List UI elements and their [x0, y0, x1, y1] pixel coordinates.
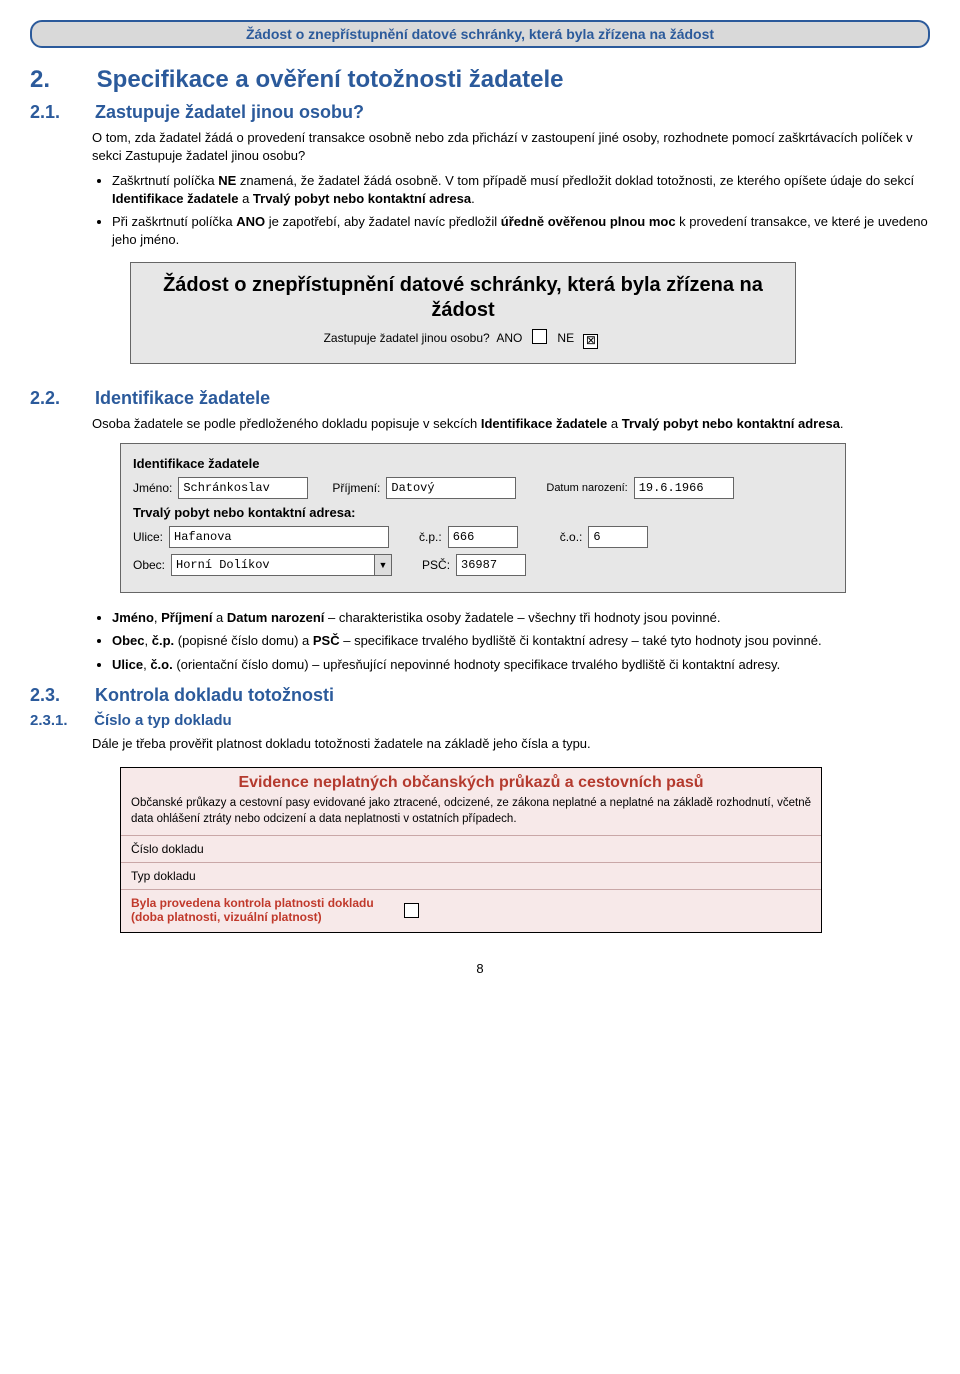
section-2-3-1-heading: 2.3.1. Číslo a typ dokladu — [30, 712, 930, 729]
section-2-3-1-para: Dále je třeba prověřit platnost dokladu … — [92, 735, 930, 753]
fig2-sec2: Trvalý pobyt nebo kontaktní adresa: — [133, 505, 833, 520]
fig1-ne-label: NE — [557, 331, 574, 345]
section-2-1-heading: 2.1. Zastupuje žadatel jinou osobu? — [30, 102, 930, 123]
jmeno-input[interactable] — [178, 477, 308, 499]
psc-input[interactable] — [456, 554, 526, 576]
cp-label: č.p.: — [419, 530, 442, 544]
bullet-ulice: Ulice, č.o. (orientační číslo domu) – up… — [112, 656, 930, 674]
bullet-ne: Zaškrtnutí políčka NE znamená, že žadate… — [112, 172, 930, 207]
fig2-sec1: Identifikace žadatele — [133, 456, 833, 471]
obec-input[interactable] — [171, 554, 375, 576]
co-label: č.o.: — [560, 530, 583, 544]
section-2-2-heading: 2.2. Identifikace žadatele — [30, 388, 930, 409]
fig1-row: Zastupuje žadatel jinou osobu? ANO NE ⊠ — [143, 329, 783, 349]
prijmeni-input[interactable] — [386, 477, 516, 499]
figure-evidence-form: Evidence neplatných občanských průkazů a… — [120, 767, 822, 933]
obec-dropdown-icon[interactable]: ▼ — [375, 554, 392, 576]
section-2-2-bullets: Jméno, Příjmení a Datum narození – chara… — [92, 609, 930, 674]
checkbox-ne[interactable]: ⊠ — [583, 334, 598, 349]
section-2-2-para: Osoba žadatele se podle předloženého dok… — [92, 415, 930, 433]
typ-dokladu-label: Typ dokladu — [131, 869, 196, 883]
section-2-3-1-num: 2.3.1. — [30, 712, 90, 729]
section-2-1-para: O tom, zda žadatel žádá o provedení tran… — [92, 129, 930, 164]
ulice-label: Ulice: — [133, 530, 163, 544]
section-2-3-1-title: Číslo a typ dokladu — [94, 712, 232, 729]
obec-label: Obec: — [133, 558, 165, 572]
section-2-title: Specifikace a ověření totožnosti žadatel… — [97, 66, 564, 93]
fig3-title: Evidence neplatných občanských průkazů a… — [121, 768, 821, 794]
section-2-1-num: 2.1. — [30, 102, 90, 123]
fig3-warn-text: Byla provedena kontrola platnosti doklad… — [131, 896, 374, 924]
datum-narozeni-label: Datum narození: — [546, 482, 627, 494]
bullet-obec: Obec, č.p. (popisné číslo domu) a PSČ – … — [112, 632, 930, 650]
page-header-title: Žádost o znepřístupnění datové schránky,… — [246, 26, 714, 42]
section-2-3-title: Kontrola dokladu totožnosti — [95, 685, 334, 705]
fig3-desc: Občanské průkazy a cestovní pasy evidova… — [121, 794, 821, 835]
obec-combo[interactable]: ▼ — [171, 554, 392, 576]
section-2-1-bullets: Zaškrtnutí políčka NE znamená, že žadate… — [92, 172, 930, 248]
figure-identifikace-form: Identifikace žadatele Jméno: Příjmení: D… — [120, 443, 846, 593]
jmeno-label: Jméno: — [133, 481, 172, 495]
section-2-heading: 2. Specifikace a ověření totožnosti žada… — [30, 66, 930, 94]
fig2-row-city: Obec: ▼ PSČ: — [133, 554, 833, 576]
checkbox-ano[interactable] — [532, 329, 547, 344]
psc-label: PSČ: — [422, 558, 450, 572]
section-2-1-title: Zastupuje žadatel jinou osobu? — [95, 102, 364, 122]
page-header: Žádost o znepřístupnění datové schránky,… — [30, 20, 930, 48]
figure-zastupuje-form: Žádost o znepřístupnění datové schránky,… — [130, 262, 796, 364]
fig3-typ-row: Typ dokladu — [121, 862, 821, 889]
cislo-dokladu-label: Číslo dokladu — [131, 842, 204, 856]
fig2-row-name: Jméno: Příjmení: Datum narození: — [133, 477, 833, 499]
section-2-2-title: Identifikace žadatele — [95, 388, 270, 408]
fig1-question: Zastupuje žadatel jinou osobu? — [324, 331, 490, 345]
fig2-row-street: Ulice: č.p.: č.o.: — [133, 526, 833, 548]
datum-narozeni-input[interactable] — [634, 477, 734, 499]
bullet-jmeno: Jméno, Příjmení a Datum narození – chara… — [112, 609, 930, 627]
cp-input[interactable] — [448, 526, 518, 548]
fig1-title: Žádost o znepřístupnění datové schránky,… — [143, 273, 783, 323]
section-2-3-heading: 2.3. Kontrola dokladu totožnosti — [30, 685, 930, 706]
section-2-num: 2. — [30, 66, 90, 94]
co-input[interactable] — [588, 526, 648, 548]
section-2-2-num: 2.2. — [30, 388, 90, 409]
fig3-cislo-row: Číslo dokladu — [121, 835, 821, 862]
page-number: 8 — [30, 961, 930, 976]
section-2-3-num: 2.3. — [30, 685, 90, 706]
prijmeni-label: Příjmení: — [332, 481, 380, 495]
bullet-ano: Při zaškrtnutí políčka ANO je zapotřebí,… — [112, 213, 930, 248]
ulice-input[interactable] — [169, 526, 389, 548]
fig1-ano-label: ANO — [496, 331, 522, 345]
fig3-warn-row: Byla provedena kontrola platnosti doklad… — [121, 889, 821, 932]
checkbox-kontrola[interactable] — [404, 903, 419, 918]
